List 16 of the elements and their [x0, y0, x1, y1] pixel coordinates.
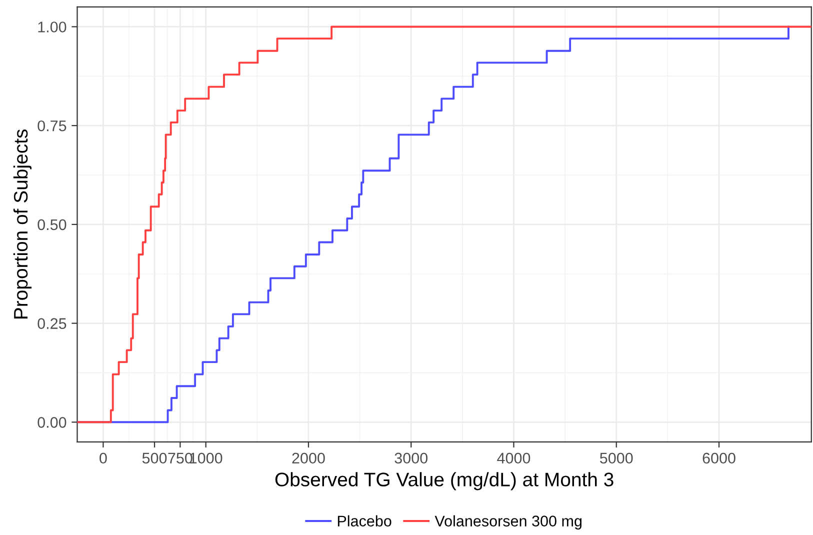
- y-tick-label: 1.00: [38, 22, 66, 32]
- y-tick-label: 0.00: [38, 417, 66, 428]
- x-tick-label: 3000: [394, 452, 428, 464]
- x-axis-title: Observed TG Value (mg/dL) at Month 3: [275, 472, 614, 490]
- y-tick-label: 0.25: [38, 318, 66, 329]
- x-tick-label: 0: [100, 452, 107, 464]
- x-tick-label: 500: [142, 452, 167, 464]
- y-tick-label: 0.75: [38, 120, 66, 132]
- y-tick-label: 0.50: [38, 219, 66, 230]
- x-tick-label: 4000: [497, 452, 530, 464]
- x-tick-label: 6000: [702, 452, 736, 464]
- legend-label: Volanesorsen 300 mg: [434, 515, 582, 530]
- x-tick-label: 5000: [600, 452, 633, 464]
- legend-label: Placebo: [338, 515, 392, 526]
- y-axis-title: Proportion of Subjects: [13, 129, 32, 318]
- x-tick-label: 2000: [292, 452, 325, 464]
